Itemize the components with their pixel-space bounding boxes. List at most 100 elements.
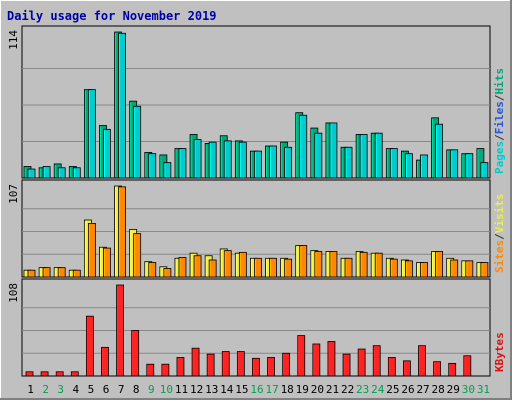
bar (85, 315, 94, 377)
bar-pages-day-21 (329, 122, 338, 179)
x-tick-label: 31 (477, 383, 490, 396)
panel-legend: KBytes (493, 332, 506, 372)
bar (116, 284, 124, 377)
bar (118, 186, 126, 278)
chart-panels: 114Pages/Files/Hits107Sites/Visits108KBy… (7, 25, 506, 377)
bar-pages-day-3 (57, 167, 66, 179)
panel-legend: Sites/Visits (493, 194, 506, 274)
bar-pages-day-28 (435, 123, 444, 179)
bar-sites-day-14 (223, 250, 232, 278)
bar (269, 257, 277, 278)
bar (450, 149, 459, 179)
x-tick-label: 30 (462, 383, 475, 396)
bar-kbytes-day-8 (131, 330, 140, 377)
x-tick-label: 8 (133, 383, 140, 396)
bar-kbytes-day-25 (387, 357, 396, 377)
bar-sites-day-22 (344, 257, 353, 278)
bar-pages-day-4 (72, 167, 81, 179)
bar (103, 247, 111, 278)
bar (57, 167, 66, 179)
bar (193, 255, 202, 278)
bar (146, 363, 155, 377)
bar (342, 353, 351, 377)
bar-pages-day-2 (42, 166, 51, 179)
bar (206, 353, 215, 377)
x-tick-label: 11 (175, 383, 188, 396)
bar (42, 166, 51, 179)
bar-sites-day-8 (133, 233, 142, 278)
bar (418, 345, 426, 377)
panel-max-label: 107 (7, 184, 20, 204)
bar-kbytes-day-17 (267, 357, 275, 377)
bar (327, 341, 336, 377)
bar (329, 122, 338, 179)
bar-kbytes-day-10 (161, 363, 170, 377)
bar (372, 345, 381, 377)
bar (463, 355, 472, 377)
bar (176, 357, 185, 377)
bar (103, 128, 111, 179)
x-tick-label: 28 (432, 383, 445, 396)
bar (133, 105, 142, 179)
bar-kbytes-day-9 (146, 363, 155, 377)
bar (480, 262, 489, 278)
bar (72, 167, 81, 179)
bar (27, 269, 36, 278)
x-tick-label: 2 (42, 383, 49, 396)
legend-entry: / (493, 233, 506, 240)
bar (389, 148, 398, 179)
bar (359, 134, 368, 179)
bar-kbytes-day-18 (282, 352, 291, 377)
bar (480, 162, 489, 179)
bar-kbytes-day-30 (463, 355, 472, 377)
bar (161, 363, 170, 377)
bar (269, 145, 277, 179)
bar-pages-day-6 (103, 128, 111, 179)
bar-kbytes-day-15 (236, 351, 245, 377)
legend-entry: Files (493, 101, 506, 134)
bar-pages-day-10 (163, 162, 172, 179)
bar-pages-day-5 (87, 89, 96, 179)
bar (254, 150, 262, 179)
bar-kbytes-day-23 (357, 348, 366, 377)
bar-pages-day-1 (27, 168, 36, 179)
panel-kbytes: 108 KBytes (7, 278, 506, 377)
bar-kbytes-day-1 (25, 371, 34, 377)
bar-kbytes-day-7 (116, 284, 124, 377)
x-tick-label: 12 (190, 383, 203, 396)
x-tick-label: 15 (235, 383, 248, 396)
bar-pages-day-30 (465, 153, 474, 179)
bar (252, 357, 260, 377)
bar-kbytes-day-5 (85, 315, 94, 377)
x-tick-label: 13 (205, 383, 218, 396)
bar (405, 260, 413, 278)
bar (87, 223, 96, 278)
bar (312, 343, 321, 377)
legend-entry: / (493, 134, 506, 141)
bar (314, 251, 323, 278)
x-tick-label: 16 (250, 383, 263, 396)
x-tick-label: 14 (220, 383, 234, 396)
bar-kbytes-day-3 (55, 371, 64, 377)
panel-bars (23, 185, 489, 278)
bar-kbytes-day-24 (372, 345, 381, 377)
legend-entry: Visits (493, 194, 506, 234)
bar-sites-day-5 (87, 223, 96, 278)
bar-sites-day-2 (42, 267, 51, 278)
bar-sites-day-23 (359, 251, 368, 278)
bar-kbytes-day-13 (206, 353, 215, 377)
bar (57, 267, 66, 278)
legend-entry: Sites (493, 240, 506, 273)
bar (267, 357, 275, 377)
bar-sites-day-24 (374, 252, 383, 278)
panel-max-label: 108 (7, 283, 20, 303)
bar (131, 330, 140, 377)
bar-sites-day-1 (27, 269, 36, 278)
bar (435, 251, 444, 278)
bar-sites-day-30 (465, 260, 474, 278)
bar (223, 140, 232, 179)
panel-bars (23, 31, 489, 179)
x-tick-label: 6 (103, 383, 110, 396)
bar-pages-day-26 (405, 153, 413, 179)
